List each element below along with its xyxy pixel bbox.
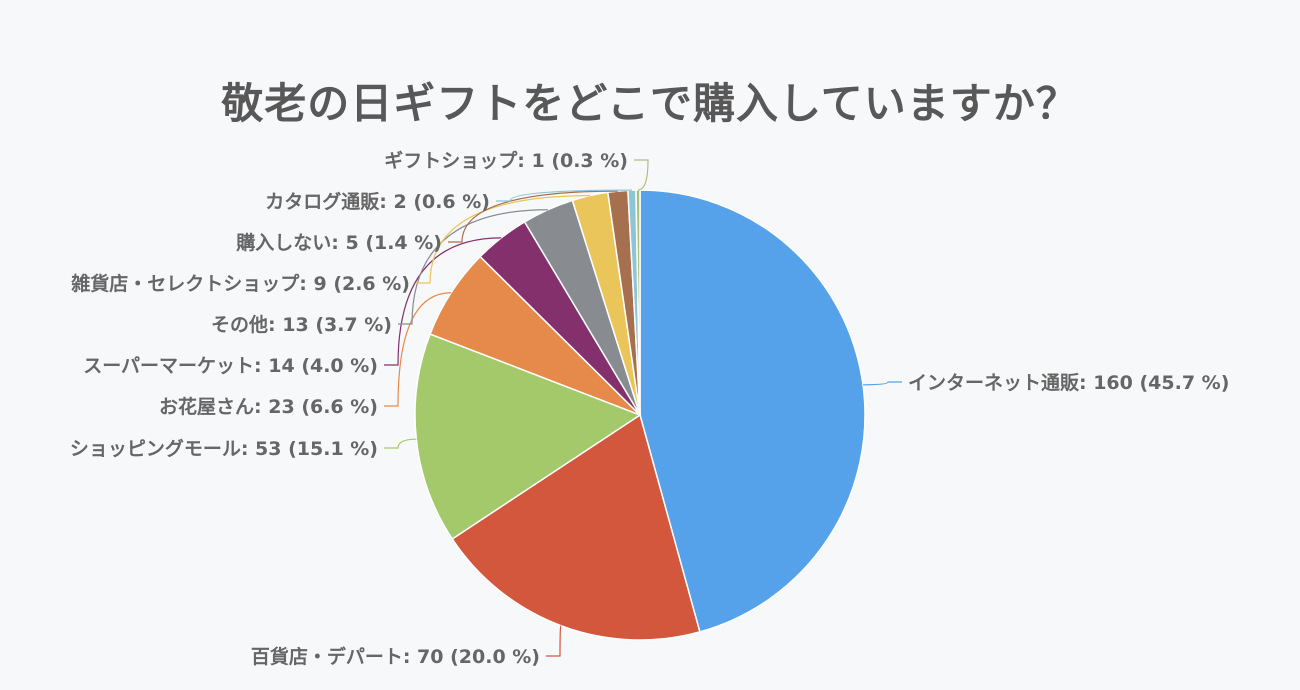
leader-line — [384, 292, 452, 407]
slice-label: インターネット通販: 160 (45.7 %) — [908, 372, 1229, 394]
pie-slice — [451, 413, 701, 641]
slice-label: スーパーマーケット: 14 (4.0 %) — [83, 355, 378, 377]
pie-slice — [639, 189, 866, 633]
leader-line — [634, 159, 649, 191]
leader-line — [496, 189, 632, 202]
leader-line — [546, 625, 562, 657]
slice-labels: インターネット通販: 160 (45.7 %) 百貨店・デパート: 70 (20.… — [70, 149, 1230, 668]
slice-label: 百貨店・デパート: 70 (20.0 %) — [251, 645, 540, 668]
chart-title: 敬老の日ギフトをどこで購入していますか？ — [221, 79, 1079, 128]
slice-label: 雑貨店・セレクトショップ: 9 (2.6 %) — [70, 272, 410, 295]
slice-label: その他: 13 (3.7 %) — [211, 313, 392, 336]
slice-label: カタログ通販: 2 (0.6 %) — [265, 190, 490, 213]
leader-line — [416, 195, 590, 284]
slice-label: 購入しない: 5 (1.4 %) — [236, 231, 442, 254]
slice-label: お花屋さん: 23 (6.6 %) — [159, 395, 378, 418]
slice-label: ショッピングモール: 53 (15.1 %) — [70, 437, 378, 460]
pie-slices — [414, 189, 866, 641]
slice-label: ギフトショップ: 1 (0.3 %) — [384, 149, 628, 172]
leader-line — [384, 438, 417, 449]
leader-line — [448, 190, 618, 243]
leader-lines — [384, 159, 902, 657]
leader-line — [862, 381, 902, 386]
pie-slice — [414, 333, 642, 540]
